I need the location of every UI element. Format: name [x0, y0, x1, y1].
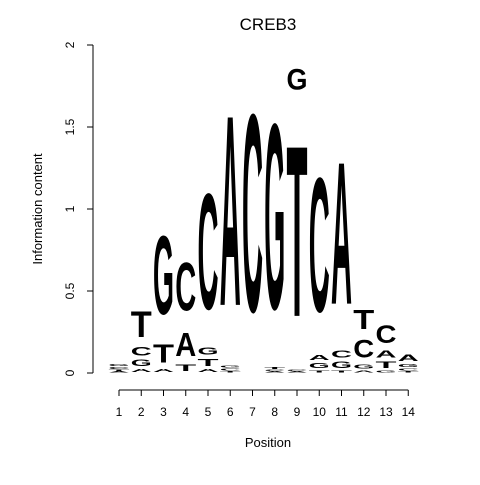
logo-letter-A: A — [131, 368, 152, 373]
logo-letter-C: C — [220, 368, 241, 371]
logo-letter-T: T — [175, 363, 197, 373]
logo-letter-C: C — [198, 160, 219, 345]
x-tick-label: 6 — [227, 405, 234, 419]
x-tick-label: 2 — [138, 405, 145, 419]
x-tick-label: 9 — [294, 405, 301, 419]
logo-letter-G: G — [220, 365, 241, 368]
logo-letter-T: T — [398, 371, 419, 373]
y-tick-label: 1.5 — [63, 118, 77, 135]
logo-letter-A: A — [198, 368, 219, 373]
x-tick-label: 12 — [357, 405, 371, 419]
logo-letter-A: A — [376, 348, 397, 360]
logo-letter-G: G — [264, 68, 285, 365]
logo-letter-G: G — [287, 63, 308, 95]
logo-letter-C: C — [398, 368, 419, 371]
logo-letter-T: T — [153, 339, 174, 368]
logo-letter-C: C — [353, 336, 374, 364]
logo-letter-C: C — [376, 321, 397, 349]
logo-letter-T: T — [131, 304, 152, 345]
logo-letter-G: G — [131, 359, 152, 369]
logo-letter-A: A — [331, 119, 352, 347]
logo-letter-G: G — [398, 363, 419, 368]
logo-letter-T: T — [331, 370, 352, 373]
x-axis: 1 2 3 4 5 6 7 8 9 10 11 12 13 14 — [116, 389, 416, 419]
logo-letter-G: G — [109, 363, 130, 366]
logo-letter-T: T — [376, 360, 398, 370]
logo-letter-C: C — [242, 55, 263, 372]
logo-letter-A: A — [309, 354, 330, 362]
logo-letter-G: G — [153, 213, 174, 338]
x-tick-label: 3 — [160, 405, 167, 419]
logo-letter-T: T — [220, 371, 241, 373]
logo-letter-A: A — [175, 326, 196, 363]
logo-letter-T: T — [264, 367, 285, 370]
logo-letter-C: C — [287, 370, 308, 372]
logo-letter-C: C — [331, 348, 352, 360]
x-tick-label: 13 — [379, 405, 393, 419]
logo-letter-T: T — [109, 370, 130, 372]
y-tick-label: 1 — [63, 205, 77, 212]
x-tick-label: 8 — [271, 405, 278, 419]
logo-letter-G: G — [198, 346, 219, 357]
logo-letter-A: A — [353, 370, 374, 373]
logo-letter-G: G — [331, 360, 352, 370]
x-tick-label: 7 — [249, 405, 256, 419]
chart-title: CREB3 — [240, 15, 297, 34]
logo-letter-C: C — [109, 367, 130, 370]
logo-letter-A: A — [264, 371, 285, 373]
y-tick-label: 0.5 — [63, 282, 77, 299]
logo-letter-G: G — [376, 370, 397, 373]
y-tick-label: 0 — [63, 369, 77, 376]
logo-letter-A: A — [153, 368, 174, 373]
logo-letter-C: C — [264, 370, 285, 372]
x-tick-label: 10 — [313, 405, 327, 419]
logo-letter-A: A — [109, 371, 130, 373]
logo-letter-T: T — [198, 357, 220, 368]
y-axis-label: Information content — [30, 153, 45, 265]
x-tick-label: 11 — [335, 405, 348, 419]
logo-letter-T: T — [309, 370, 330, 373]
x-tick-label: 1 — [116, 405, 123, 419]
logo-letter-C: C — [131, 345, 152, 358]
x-tick-label: 4 — [182, 405, 189, 419]
logo-letter-G: G — [309, 362, 330, 370]
logo-letter-A: A — [398, 353, 419, 363]
x-tick-label: 5 — [205, 405, 212, 419]
x-tick-label: 14 — [402, 405, 416, 419]
y-axis: 0 0.5 1 1.5 2 — [63, 41, 94, 376]
logo-letter-T: T — [353, 304, 374, 335]
logo-letter-A: A — [287, 371, 308, 373]
y-tick-label: 2 — [63, 41, 77, 48]
x-axis-label: Position — [245, 435, 291, 450]
logo-letter-T: T — [287, 96, 308, 369]
logo-letter-C: C — [309, 139, 330, 353]
logo-letter-G: G — [353, 363, 374, 370]
logo-letter-C: C — [175, 249, 196, 326]
logo-letter-A: A — [220, 60, 241, 364]
